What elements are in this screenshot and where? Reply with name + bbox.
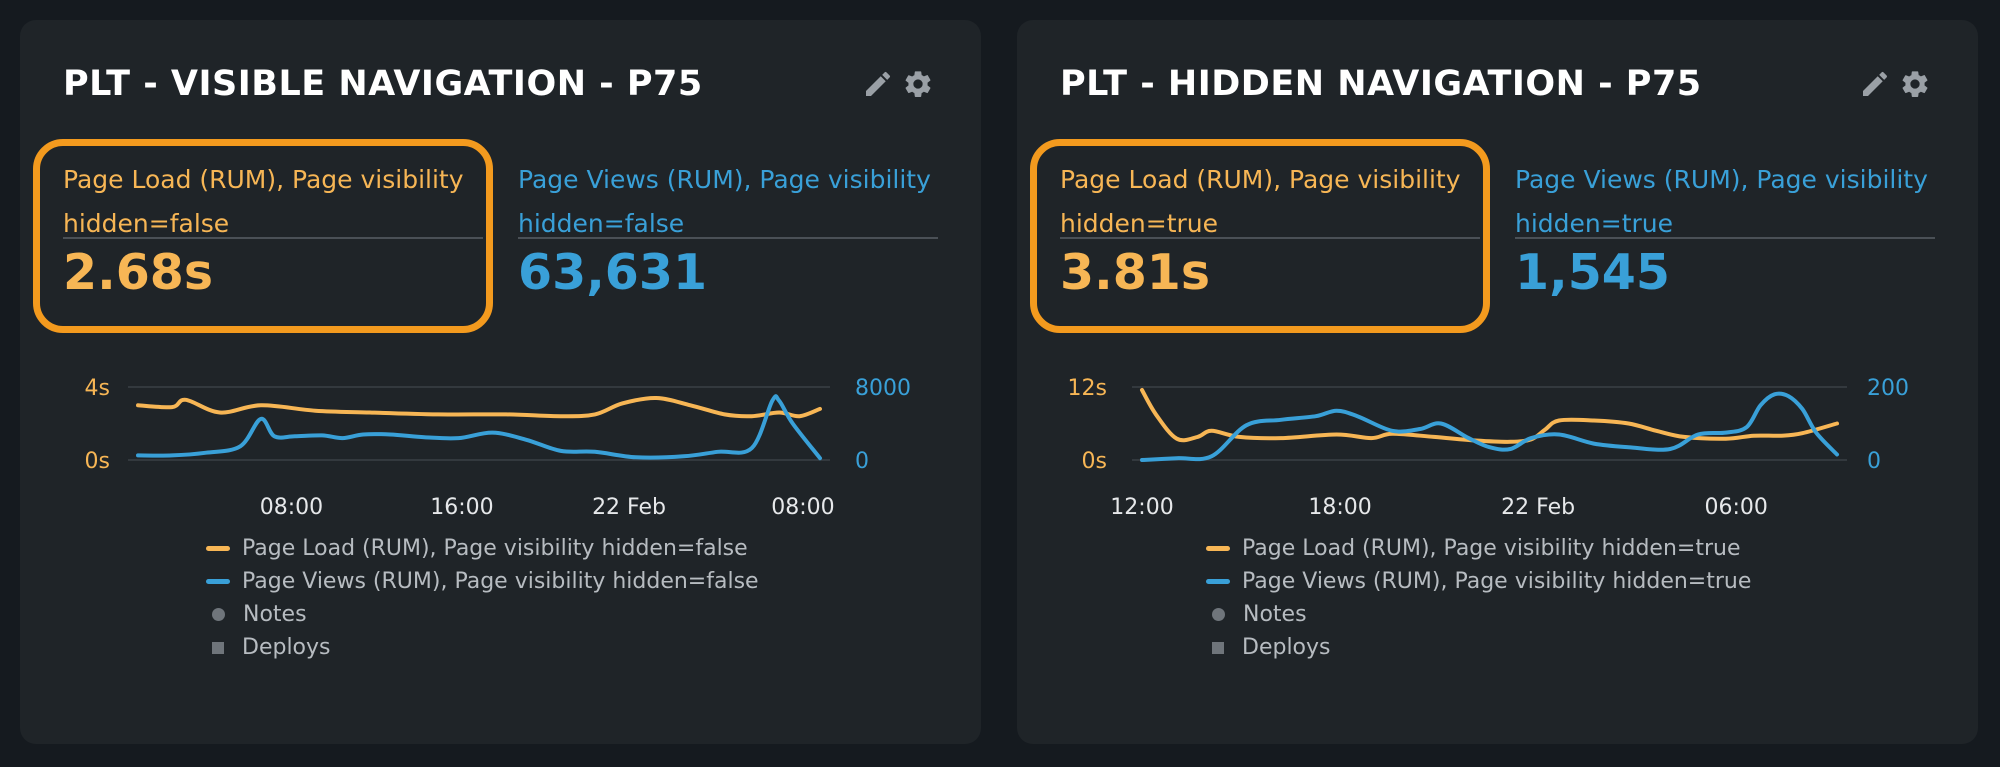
- blue-line-swatch-icon: [1206, 579, 1230, 584]
- legend-item-page-views[interactable]: Page Views (RUM), Page visibility hidden…: [1206, 565, 1751, 598]
- legend-item-deploys[interactable]: Deploys: [1206, 631, 1751, 664]
- dashboard-panel-visible: PLT - VISIBLE NAVIGATION - P75 Page Load…: [20, 20, 981, 744]
- page-views-metric-value: 63,631: [518, 244, 708, 301]
- timeseries-chart[interactable]: 12s 0s 200 0 12:00 18:00 22 Feb 06:00: [1017, 350, 1978, 530]
- chart-legend: Page Load (RUM), Page visibility hidden=…: [206, 532, 759, 664]
- page-views-metric-label[interactable]: Page Views (RUM), Page visibility hidden…: [518, 165, 931, 238]
- legend-item-page-load[interactable]: Page Load (RUM), Page visibility hidden=…: [1206, 532, 1751, 565]
- x-tick-label: 12:00: [1110, 495, 1173, 520]
- legend-label: Page Views (RUM), Page visibility hidden…: [1242, 569, 1752, 594]
- x-tick-label: 08:00: [771, 495, 834, 520]
- orange-line-swatch-icon: [1206, 546, 1230, 551]
- x-tick-label: 08:00: [260, 495, 323, 520]
- x-tick-label: 06:00: [1705, 495, 1768, 520]
- x-tick-label: 22 Feb: [592, 495, 666, 520]
- legend-label: Page Load (RUM), Page visibility hidden=…: [1242, 536, 1741, 561]
- blue-line-swatch-icon: [206, 579, 230, 584]
- timeseries-chart[interactable]: 4s 0s 8000 0 08:00 16:00 22 Feb 08:00: [20, 350, 981, 530]
- page-load-metric-label[interactable]: Page Load (RUM), Page visibility hidden=…: [63, 165, 464, 238]
- legend-item-notes[interactable]: Notes: [1206, 598, 1751, 631]
- gear-icon[interactable]: [902, 68, 934, 100]
- pencil-icon[interactable]: [1859, 68, 1891, 100]
- metric-divider: [1060, 237, 1480, 239]
- y-right-tick-label: 8000: [855, 376, 911, 401]
- highlight-box: [1030, 139, 1490, 333]
- page-load-metric-label[interactable]: Page Load (RUM), Page visibility hidden=…: [1060, 165, 1461, 238]
- legend-label: Page Load (RUM), Page visibility hidden=…: [242, 536, 748, 561]
- page-views-metric-value: 1,545: [1515, 244, 1670, 301]
- highlight-box: [33, 139, 493, 333]
- x-tick-label: 16:00: [430, 495, 493, 520]
- panel-title: PLT - VISIBLE NAVIGATION - P75: [63, 64, 703, 104]
- page-load-metric-value: 3.81s: [1060, 244, 1211, 301]
- metric-divider: [518, 237, 938, 239]
- page-load-metric-value: 2.68s: [63, 244, 214, 301]
- pencil-icon[interactable]: [862, 68, 894, 100]
- x-tick-label: 18:00: [1308, 495, 1371, 520]
- y-right-tick-label: 200: [1867, 376, 1909, 401]
- y-right-tick-label: 0: [855, 449, 869, 474]
- orange-line-swatch-icon: [206, 546, 230, 551]
- legend-label: Notes: [1243, 602, 1307, 627]
- gear-icon[interactable]: [1899, 68, 1931, 100]
- square-icon: [212, 641, 224, 654]
- y-left-tick-label: 0s: [1082, 449, 1107, 474]
- dashboard-panel-hidden: PLT - HIDDEN NAVIGATION - P75 Page Load …: [1017, 20, 1978, 744]
- chart-legend: Page Load (RUM), Page visibility hidden=…: [1206, 532, 1751, 664]
- legend-label: Deploys: [1242, 635, 1331, 660]
- legend-label: Notes: [243, 602, 307, 627]
- legend-label: Page Views (RUM), Page visibility hidden…: [242, 569, 759, 594]
- y-left-tick-label: 4s: [85, 376, 110, 401]
- y-left-tick-label: 12s: [1068, 376, 1107, 401]
- page-views-metric-label[interactable]: Page Views (RUM), Page visibility hidden…: [1515, 165, 1928, 238]
- square-icon: [1212, 641, 1224, 654]
- panel-title: PLT - HIDDEN NAVIGATION - P75: [1060, 64, 1702, 104]
- y-left-tick-label: 0s: [85, 449, 110, 474]
- y-right-tick-label: 0: [1867, 449, 1881, 474]
- legend-item-deploys[interactable]: Deploys: [206, 631, 759, 664]
- legend-label: Deploys: [242, 635, 331, 660]
- circle-icon: [212, 608, 225, 621]
- series-line-page-views: [136, 394, 822, 461]
- series-line-page-load: [1140, 388, 1839, 444]
- legend-item-page-load[interactable]: Page Load (RUM), Page visibility hidden=…: [206, 532, 759, 565]
- circle-icon: [1212, 608, 1225, 621]
- legend-item-page-views[interactable]: Page Views (RUM), Page visibility hidden…: [206, 565, 759, 598]
- series-line-page-load: [136, 395, 822, 419]
- series-line-page-views: [1140, 391, 1839, 462]
- x-tick-label: 22 Feb: [1501, 495, 1575, 520]
- legend-item-notes[interactable]: Notes: [206, 598, 759, 631]
- metric-divider: [63, 237, 483, 239]
- metric-divider: [1515, 237, 1935, 239]
